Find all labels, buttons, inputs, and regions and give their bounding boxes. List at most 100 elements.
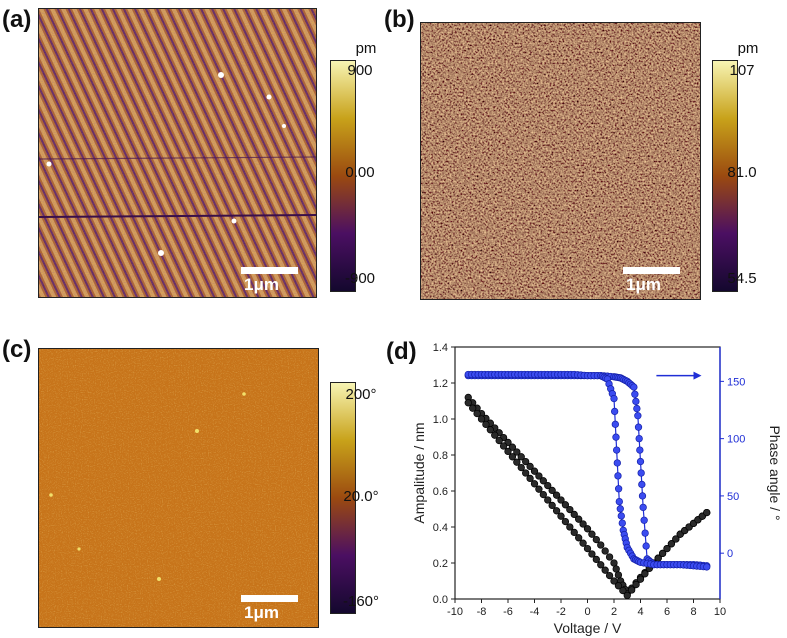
- scale-bar: [241, 595, 298, 602]
- amplitude-point: [610, 559, 618, 567]
- amplitude-point: [557, 512, 565, 520]
- arrow-head: [693, 371, 702, 380]
- amplitude-point: [610, 577, 618, 585]
- colorbar-unit: pm: [355, 40, 377, 57]
- y-tick-label: 0.8: [433, 450, 448, 462]
- amplitude-point: [526, 474, 534, 483]
- phase-point: [613, 459, 621, 467]
- amplitude-point: [583, 544, 592, 553]
- y-tick-label: 1.4: [433, 342, 448, 354]
- amplitude-point: [597, 561, 605, 569]
- amplitude-point: [623, 591, 631, 600]
- colorbar-tick-min: -160°: [342, 593, 380, 610]
- amplitude-point: [544, 481, 552, 490]
- colorbar-tick-min: -900: [344, 270, 376, 287]
- amplitude-point: [508, 443, 517, 451]
- panel-d-label: (d): [386, 338, 417, 365]
- amplitude-point: [561, 501, 570, 509]
- colorbar-tick-max: 107: [729, 62, 755, 79]
- x-tick-label: -4: [530, 606, 540, 618]
- amplitude-point: [636, 575, 645, 583]
- amplitude-point: [539, 477, 547, 485]
- amplitude-point: [522, 469, 530, 477]
- amplitude-point: [641, 570, 649, 578]
- phase-point: [630, 383, 638, 391]
- y-tick-label: 1.2: [433, 378, 448, 390]
- amplitude-point: [703, 508, 711, 517]
- x-tick-label: 4: [637, 606, 643, 618]
- phase-point: [611, 420, 619, 428]
- amplitude-point: [628, 586, 636, 594]
- x-tick-label: 6: [664, 606, 670, 618]
- x-tick-label: -10: [447, 606, 463, 618]
- phase-point: [616, 505, 624, 513]
- scale-bar-label: 1μm: [626, 275, 661, 294]
- amplitude-point: [667, 540, 676, 548]
- amplitude-point: [570, 510, 578, 519]
- series-line-3: [468, 375, 707, 567]
- y-axis-label: Ampalitude / nm: [411, 422, 427, 523]
- colorbar-tick-max: 200°: [345, 386, 377, 403]
- hysteresis-chart: -10 -8 -6 -4 -2 0 2 4 6 8 10 0.0 0.2 0.4 0.6 0.8 1.0 1.2 1…: [411, 342, 783, 636]
- amplitude-point: [482, 420, 490, 429]
- scale-bar-label: 1μm: [244, 603, 279, 622]
- x-tick-label: 2: [611, 606, 617, 618]
- y-tick-label: 1.0: [433, 414, 448, 426]
- pfm-amplitude-map: 1μm: [420, 22, 701, 300]
- scale-bar-label: 1μm: [244, 275, 279, 294]
- amplitude-point: [579, 520, 587, 528]
- amplitude-point: [517, 463, 525, 472]
- y2-tick-label: 100: [727, 434, 745, 446]
- scale-bar: [241, 267, 298, 274]
- amplitude-point: [592, 555, 600, 564]
- amplitude-point: [548, 486, 556, 495]
- phase-colorbar: [330, 382, 356, 614]
- colorbar-tick-mid: 20.0°: [343, 488, 379, 505]
- phase-point: [639, 503, 647, 512]
- amplitude-point: [477, 415, 486, 423]
- amplitude-point: [605, 553, 614, 561]
- amplitude-point: [464, 399, 472, 407]
- amplitude-point: [530, 467, 539, 475]
- amplitude-point: [535, 472, 543, 480]
- y-tick-label: 0.6: [433, 486, 448, 498]
- phase-point: [641, 529, 649, 537]
- phase-point: [614, 485, 623, 493]
- phase-point: [610, 394, 618, 403]
- amplitude-point: [548, 501, 556, 510]
- amplitude-point: [614, 571, 623, 579]
- y2-tick-label: 0: [727, 548, 733, 560]
- amplitude-point: [561, 517, 570, 526]
- colorbar-tick-min: 54.5: [727, 270, 757, 287]
- amplitude-point: [513, 458, 521, 466]
- amplitude-point: [601, 566, 609, 574]
- amplitude-point: [588, 550, 596, 558]
- amplitude-point: [508, 453, 517, 461]
- amplitude-point: [583, 525, 592, 533]
- panel-a-label: (a): [2, 6, 32, 33]
- amplitude-point: [504, 447, 512, 456]
- y2-axis-label: Phase angle / °: [767, 425, 783, 520]
- series-line-4: [468, 373, 707, 568]
- amplitude-point: [658, 549, 667, 558]
- phase-point: [637, 469, 645, 477]
- phase-point: [614, 472, 622, 480]
- x-axis-label: Voltage / V: [554, 620, 622, 636]
- panel-c-label: (c): [2, 336, 32, 363]
- amplitude-point: [566, 505, 574, 514]
- amplitude-point: [663, 544, 671, 553]
- phase-point: [634, 412, 642, 420]
- phase-point: [642, 542, 650, 550]
- phase-point: [636, 446, 644, 454]
- amplitude-point: [575, 515, 583, 523]
- colorbar-unit: pm: [737, 40, 759, 57]
- amplitude-point: [575, 534, 583, 542]
- amplitude-point: [469, 404, 477, 412]
- amplitude-point: [579, 539, 587, 547]
- phase-point: [703, 563, 711, 571]
- amplitude-point: [544, 496, 552, 504]
- phase-point: [633, 404, 641, 413]
- panel-b-label: (b): [384, 6, 415, 33]
- x-tick-label: -6: [503, 606, 513, 618]
- amplitude-point: [491, 431, 499, 439]
